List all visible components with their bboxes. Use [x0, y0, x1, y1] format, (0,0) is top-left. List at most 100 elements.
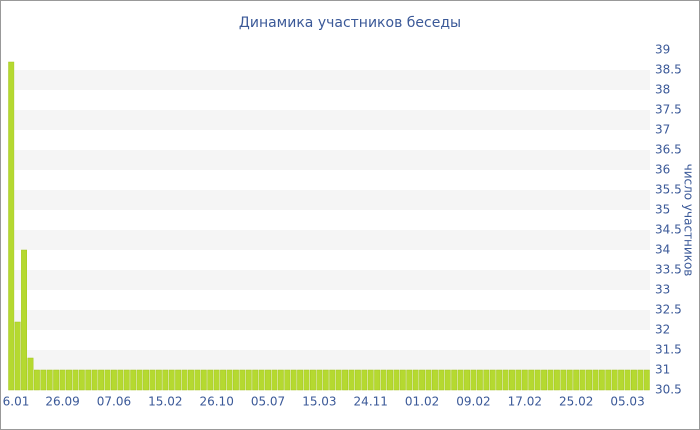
bar: [232, 369, 239, 391]
bar: [399, 369, 406, 391]
y-tick-label: 35.5: [655, 183, 682, 197]
bar: [123, 369, 130, 391]
bar: [46, 369, 53, 391]
bar: [451, 369, 458, 391]
bar: [27, 357, 34, 391]
bar: [21, 249, 27, 391]
bar: [528, 369, 535, 391]
y-tick-label: 30.5: [655, 383, 682, 397]
bar: [130, 369, 137, 391]
bar: [252, 369, 259, 391]
bar: [425, 369, 432, 391]
y-tick-label: 36.5: [655, 143, 682, 157]
x-tick-label: 05.03: [610, 395, 644, 409]
bar: [155, 369, 162, 391]
x-tick-label: 07.06: [97, 395, 131, 409]
bar: [110, 369, 117, 391]
bar: [476, 369, 483, 391]
bar: [143, 369, 149, 391]
bands: [8, 70, 650, 370]
bar: [194, 369, 201, 391]
bar: [316, 369, 323, 391]
bar: [496, 369, 503, 391]
grid-band: [8, 150, 650, 170]
bar: [290, 369, 297, 391]
y-tick-label: 36: [655, 163, 670, 177]
bar: [534, 369, 541, 391]
bar: [483, 369, 490, 391]
bar: [380, 369, 387, 391]
bar: [8, 61, 15, 391]
bar: [329, 369, 336, 391]
bar: [560, 369, 567, 391]
bar: [59, 369, 66, 391]
bar: [213, 369, 220, 391]
bar: [322, 369, 329, 391]
bar: [573, 369, 580, 391]
bar: [374, 369, 381, 391]
bar: [40, 369, 47, 391]
x-tick-label: 09.02: [456, 395, 490, 409]
y-tick-label: 31: [655, 363, 670, 377]
bar: [207, 369, 214, 391]
grid-band: [8, 270, 650, 290]
bar: [310, 369, 316, 391]
bar: [643, 369, 650, 391]
bar: [271, 369, 278, 391]
y-tick-label: 38: [655, 83, 670, 97]
bar: [457, 369, 464, 391]
bar: [605, 369, 612, 391]
bar: [104, 369, 111, 391]
bar: [361, 369, 368, 391]
bar: [553, 369, 560, 391]
bar: [393, 369, 400, 391]
bar: [53, 369, 60, 391]
bar: [464, 369, 470, 391]
x-tick-label: 25.02: [559, 395, 593, 409]
bar: [502, 369, 509, 391]
bar: [541, 369, 548, 391]
bar: [72, 369, 79, 391]
bar: [631, 369, 637, 391]
x-tick-label: 26.09: [45, 395, 79, 409]
bar: [297, 369, 304, 391]
bar: [579, 369, 586, 391]
y-tick-label: 37: [655, 123, 670, 137]
bar: [470, 369, 477, 391]
y-tick-label: 33: [655, 283, 670, 297]
bar: [162, 369, 169, 391]
bar: [515, 369, 522, 391]
bar: [419, 369, 426, 391]
bar: [117, 369, 124, 391]
y-tick-label: 32.5: [655, 303, 682, 317]
bar: [592, 369, 599, 391]
y-tick-label: 38.5: [655, 63, 682, 77]
y-tick-label: 34: [655, 243, 670, 257]
bar: [258, 369, 265, 391]
grid-band: [8, 190, 650, 210]
bar: [181, 369, 188, 391]
x-tick-label: 6.01: [3, 395, 30, 409]
bar: [284, 369, 291, 391]
grid-band: [8, 70, 650, 90]
bar: [348, 369, 355, 391]
y-tick-label: 34.5: [655, 223, 682, 237]
bar: [509, 369, 515, 391]
bar: [188, 369, 194, 391]
bar: [335, 369, 342, 391]
bar: [387, 369, 393, 391]
bar: [239, 369, 246, 391]
bar: [168, 369, 175, 391]
bar: [342, 369, 348, 391]
bar: [245, 369, 252, 391]
x-tick-label: 17.02: [508, 395, 542, 409]
y-tick-label: 33.5: [655, 263, 682, 277]
x-tick-label: 05.07: [251, 395, 285, 409]
bar: [611, 369, 618, 391]
bar: [406, 369, 413, 391]
grid-band: [8, 230, 650, 250]
bar: [265, 369, 271, 391]
grid-band: [8, 350, 650, 370]
bar: [33, 369, 40, 391]
bar: [66, 369, 72, 391]
